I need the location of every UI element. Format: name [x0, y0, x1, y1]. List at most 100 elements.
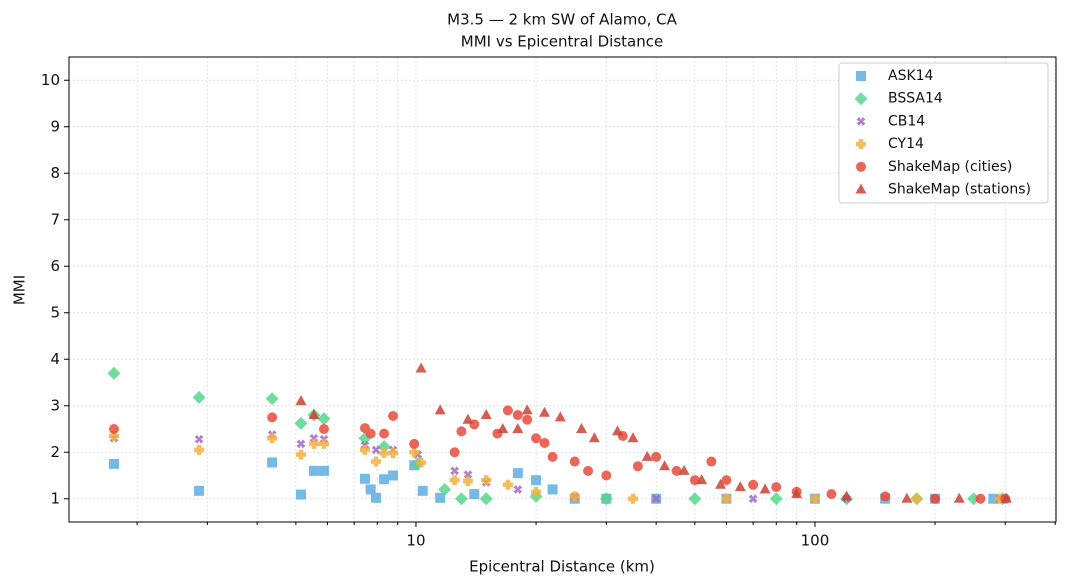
y-tick-label: 5 — [50, 303, 60, 321]
series — [108, 457, 999, 504]
point — [734, 481, 746, 492]
point — [576, 423, 588, 433]
legend-label: CB14 — [888, 113, 925, 129]
point — [377, 440, 391, 454]
point — [651, 494, 661, 504]
point — [370, 492, 381, 503]
legend-label: ShakeMap (cities) — [888, 159, 1012, 175]
point — [318, 438, 329, 449]
point — [696, 474, 708, 485]
point — [521, 404, 533, 415]
point — [456, 426, 467, 437]
point — [554, 411, 566, 422]
point — [308, 438, 319, 449]
point — [449, 447, 460, 458]
point — [481, 475, 492, 486]
y-tick-label: 6 — [50, 257, 60, 275]
point — [531, 486, 542, 497]
y-tick-label: 4 — [50, 350, 60, 368]
point — [569, 491, 580, 502]
point — [632, 461, 643, 472]
legend-marker — [856, 116, 866, 126]
plot-frame — [68, 56, 1057, 523]
point — [612, 425, 624, 436]
point — [462, 476, 473, 487]
y-tick-label: 1 — [50, 489, 60, 507]
point — [641, 450, 653, 461]
point — [370, 456, 381, 467]
series — [108, 405, 1011, 504]
point — [1000, 492, 1012, 503]
x-tick-label: 100 — [801, 532, 830, 550]
point — [294, 416, 308, 430]
point — [588, 432, 600, 443]
point — [911, 493, 922, 504]
point — [599, 492, 613, 506]
point — [791, 488, 803, 499]
point — [539, 437, 550, 448]
legend-label: CY14 — [888, 136, 924, 152]
point — [497, 423, 509, 433]
point — [826, 489, 837, 500]
y-tick-label: 10 — [41, 71, 60, 89]
point — [417, 485, 428, 496]
point — [748, 479, 759, 490]
point — [388, 410, 399, 421]
point — [296, 439, 306, 449]
legend-marker — [856, 139, 866, 150]
point — [438, 482, 452, 496]
x-tick-label: 10 — [406, 532, 425, 550]
y-tick-label: 2 — [50, 443, 60, 461]
point — [522, 414, 533, 425]
point — [769, 492, 783, 506]
point — [434, 404, 446, 415]
x-axis-label: Epicentral Distance (km) — [469, 558, 655, 576]
point — [539, 406, 551, 417]
chart-title: M3.5 — 2 km SW of Alamo, CA — [447, 11, 677, 29]
point — [547, 451, 558, 462]
point — [771, 482, 782, 493]
point — [627, 432, 639, 443]
point — [108, 430, 119, 441]
point — [108, 424, 119, 434]
series — [295, 362, 1012, 503]
legend-label: ASK14 — [888, 68, 934, 84]
point — [107, 366, 121, 380]
point — [295, 449, 306, 460]
point — [409, 438, 420, 449]
point — [108, 458, 119, 469]
chart-subtitle: MMI vs Epicentral Distance — [461, 33, 663, 51]
point — [194, 485, 205, 496]
point — [688, 492, 702, 506]
legend-label: ShakeMap (stations) — [888, 182, 1031, 198]
point — [194, 444, 205, 455]
y-tick-label: 3 — [50, 396, 60, 414]
point — [359, 444, 370, 455]
point — [371, 445, 381, 455]
point — [601, 470, 612, 481]
point — [671, 465, 682, 476]
point — [449, 475, 460, 486]
point — [388, 448, 399, 459]
point — [318, 465, 329, 476]
point — [318, 424, 329, 434]
point — [267, 433, 278, 444]
point — [512, 423, 524, 433]
point — [454, 492, 468, 506]
point — [502, 479, 513, 490]
point — [841, 490, 853, 501]
point — [308, 465, 319, 476]
point — [628, 493, 639, 504]
point — [416, 457, 427, 468]
point — [901, 492, 913, 503]
point — [462, 413, 474, 424]
point — [748, 494, 758, 504]
legend-box — [838, 62, 1049, 204]
point — [512, 468, 523, 479]
point — [267, 412, 278, 423]
point — [308, 409, 320, 420]
point — [359, 473, 370, 484]
point — [295, 395, 307, 406]
point — [502, 405, 513, 416]
